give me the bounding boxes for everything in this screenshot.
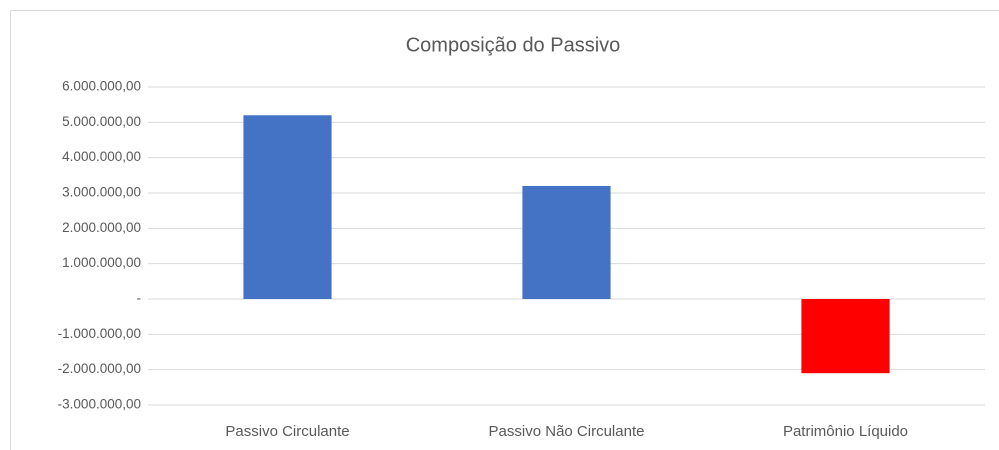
y-tick-label: 2.000.000,00 (62, 220, 141, 235)
y-tick-label: 5.000.000,00 (62, 114, 141, 129)
bar (522, 185, 611, 299)
y-tick-label: 6.000.000,00 (62, 79, 141, 94)
y-tick-label: -2.000.000,00 (58, 361, 141, 376)
bar (801, 299, 890, 374)
y-tick-label: -3.000.000,00 (58, 397, 141, 412)
bar (243, 115, 332, 300)
chart-title: Composição do Passivo (406, 34, 621, 56)
x-tick-label: Passivo Circulante (225, 423, 349, 440)
y-tick-label: 3.000.000,00 (62, 185, 141, 200)
y-tick-label: -1.000.000,00 (58, 326, 141, 341)
y-tick-label: 1.000.000,00 (62, 255, 141, 270)
x-tick-label: Patrimônio Líquido (783, 423, 908, 440)
y-tick-label: 4.000.000,00 (62, 149, 141, 164)
x-tick-label: Passivo Não Circulante (489, 423, 645, 440)
y-tick-label: - (137, 291, 142, 306)
chart-frame (10, 10, 999, 450)
